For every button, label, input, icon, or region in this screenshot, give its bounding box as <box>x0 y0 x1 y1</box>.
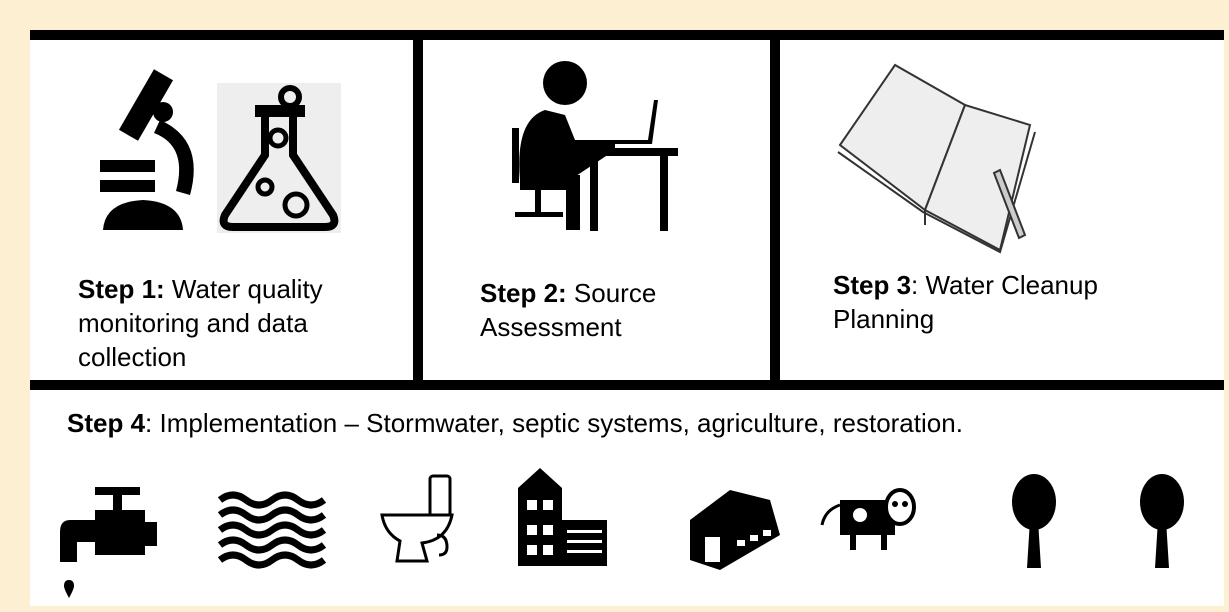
middle-bar <box>30 380 1224 390</box>
microscope-icon <box>100 69 194 230</box>
step-3: Step 3: Water Cleanup Planning <box>833 268 1113 336</box>
step-text: : Implementation – Stormwater, septic sy… <box>145 408 963 438</box>
step-label: Step 1: <box>78 274 165 304</box>
barn-icon <box>690 490 780 570</box>
flask-icon <box>217 83 341 233</box>
notebook-icon <box>838 65 1035 252</box>
waves-icon <box>220 495 324 565</box>
step-label: Step 2: <box>480 278 567 308</box>
step-1: Step 1: Water quality monitoring and dat… <box>78 272 388 374</box>
step-label: Step 4 <box>67 408 145 438</box>
divider <box>413 30 423 390</box>
cow-icon <box>822 490 914 550</box>
divider <box>770 30 780 390</box>
page: Step 1: Water quality monitoring and dat… <box>0 0 1229 612</box>
house-icon <box>518 468 607 566</box>
tree-icon <box>1012 474 1056 568</box>
top-bar <box>30 30 1224 40</box>
step-4: Step 4: Implementation – Stormwater, sep… <box>67 406 1207 440</box>
step-2: Step 2: Source Assessment <box>480 276 740 344</box>
computer-user-icon <box>512 61 678 231</box>
faucet-icon <box>60 487 157 598</box>
step-label: Step 3 <box>833 270 911 300</box>
toilet-icon <box>382 476 452 561</box>
tree-icon <box>1140 474 1184 568</box>
